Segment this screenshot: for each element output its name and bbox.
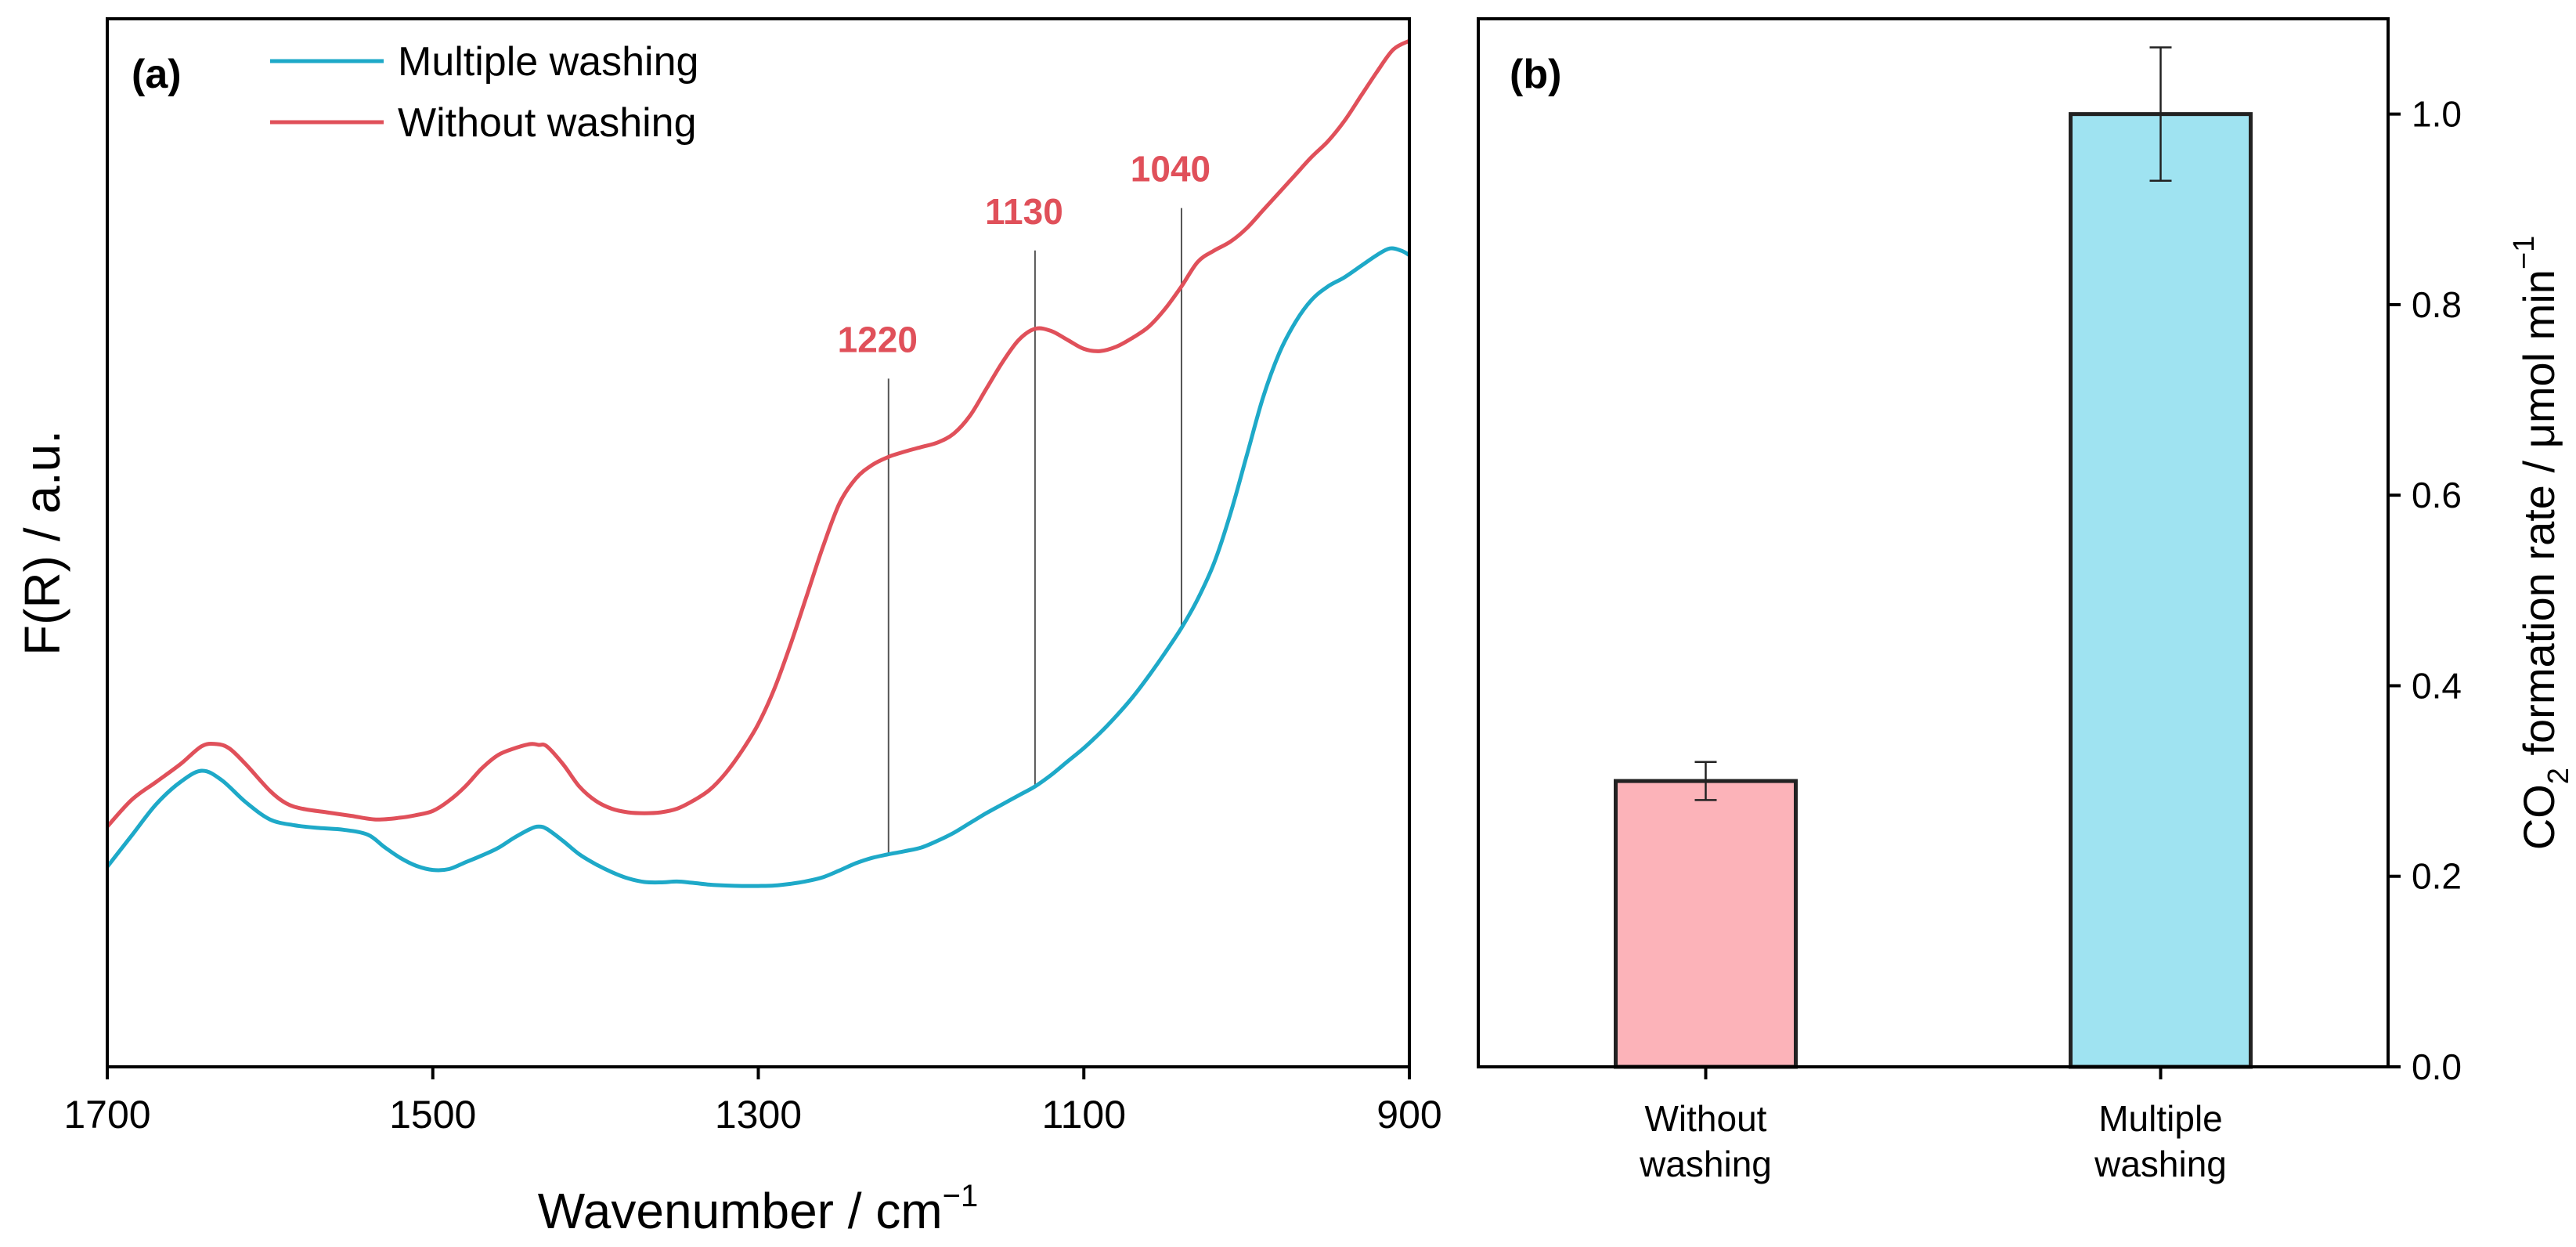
plot-frame-a [106,17,1411,1068]
category-label: washing [1639,1144,1772,1184]
legend-label-without-washing: Without washing [398,100,697,146]
bar-multiple-washing [2069,112,2253,1069]
bar-without-washing [1614,779,1798,1069]
panel-a: 1220 1130 1040 1700 1500 1300 1100 900 (a) Mul… [14,17,1442,1239]
plot-frame-b [1477,17,2390,1068]
x-axis-ticks: 1700 1500 1300 1100 900 [63,1067,1442,1137]
panel-b: 0.0 0.2 0.4 0.6 0.8 1.0 Without washing Multipl… [1477,17,2575,1184]
y-tick-label: 0.8 [2412,284,2462,325]
category-label: Multiple [2098,1098,2223,1139]
legend-label-multiple-washing: Multiple washing [398,39,698,85]
y-axis-ticks: 0.0 0.2 0.4 0.6 0.8 1.0 [2388,94,2462,1087]
x-tick-label: 1700 [63,1093,150,1137]
x-tick-label: 1500 [389,1093,476,1137]
peak-annotations: 1220 1130 1040 [838,149,1210,855]
legend: Multiple washing Without washing [270,39,698,146]
panel-label-b: (b) [1510,52,1561,97]
annotation-label-1040: 1040 [1131,149,1210,190]
series-line-without-washing [106,38,1411,828]
annotation-label-1130: 1130 [985,191,1063,232]
spectra-lines [106,38,1411,888]
x-tick-label: 900 [1376,1093,1441,1137]
y-axis-label-b: CO2 formation rate / μmol min−1 [2508,236,2575,850]
category-label: Without [1645,1098,1767,1139]
annotation-label-1220: 1220 [838,319,918,360]
y-tick-label: 0.4 [2412,665,2462,706]
series-line-multiple-washing [106,246,1411,888]
x-axis-label: Wavenumber / cm−1 [538,1179,978,1239]
y-tick-label: 1.0 [2412,94,2462,135]
x-tick-label: 1300 [715,1093,802,1137]
category-label: washing [2094,1144,2227,1184]
y-tick-label: 0.6 [2412,475,2462,515]
bars [1614,46,2253,1069]
y-tick-label: 0.0 [2412,1046,2462,1087]
y-axis-label: F(R) / a.u. [14,430,70,656]
x-tick-label: 1100 [1041,1093,1126,1137]
category-labels: Without washing Multiple washing [1639,1067,2227,1184]
panel-label-a: (a) [132,52,182,97]
y-tick-label: 0.2 [2412,856,2462,897]
